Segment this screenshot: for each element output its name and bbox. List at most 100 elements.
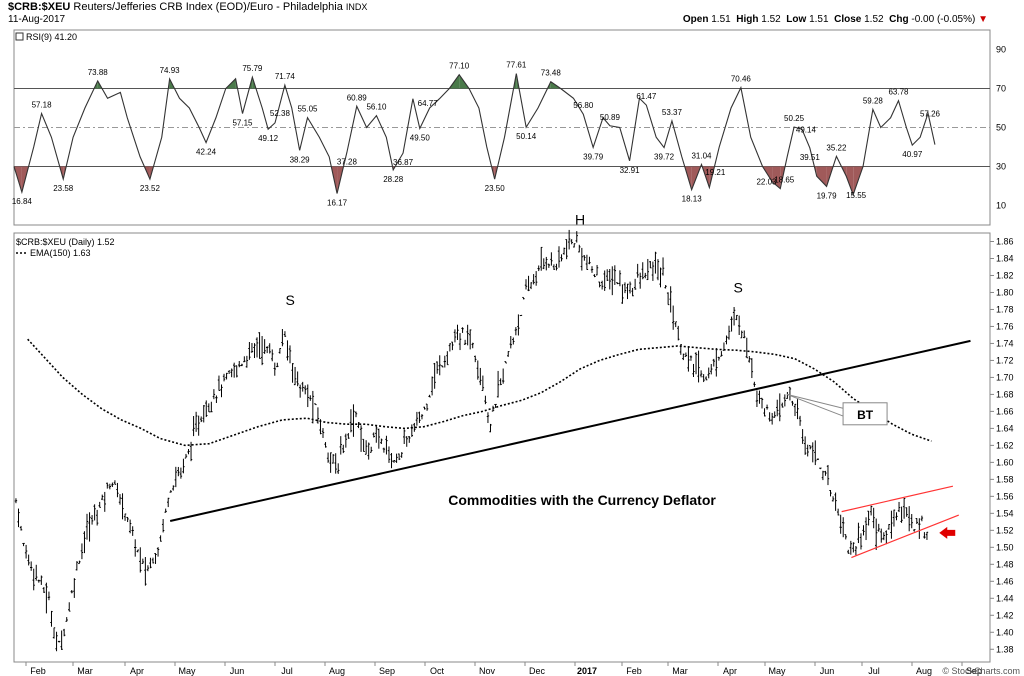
chg-down-icon: ▼ <box>978 14 988 25</box>
rsi-data-label: 49.50 <box>410 133 431 142</box>
rsi-data-label: 63.78 <box>888 88 909 97</box>
rsi-data-label: 59.28 <box>863 96 884 105</box>
rsi-data-label: 32.91 <box>620 166 641 175</box>
price-ytick-label: 1.54 <box>996 508 1014 518</box>
rsi-data-label: 74.93 <box>160 66 181 75</box>
xtick-label: Jun <box>820 666 835 676</box>
price-legend: $CRB:$XEU (Daily) 1.52 <box>16 237 115 247</box>
xtick-label: Nov <box>479 666 496 676</box>
xtick-label: Aug <box>329 666 345 676</box>
rsi-data-label: 39.51 <box>800 153 821 162</box>
rsi-data-label: 73.48 <box>541 69 562 78</box>
neckline-trendline <box>169 339 971 522</box>
price-ytick-label: 1.66 <box>996 406 1014 416</box>
xtick-label: Aug <box>916 666 932 676</box>
price-ytick-label: 1.60 <box>996 457 1014 467</box>
open-value: 1.51 <box>711 14 731 25</box>
xtick-label: May <box>768 666 786 676</box>
rsi-data-label: 49.14 <box>796 126 817 135</box>
price-ytick-label: 1.58 <box>996 474 1014 484</box>
rsi-data-label: 23.52 <box>140 184 161 193</box>
rsi-ytick-label: 30 <box>996 162 1006 172</box>
rsi-data-label: 64.77 <box>418 99 439 108</box>
chart-header-title: $CRB:$XEU Reuters/Jefferies CRB Index (E… <box>8 1 367 13</box>
exchange: INDX <box>345 2 368 12</box>
price-ytick-label: 1.78 <box>996 304 1014 314</box>
chart-annotation: H <box>575 212 585 228</box>
price-ytick-label: 1.82 <box>996 270 1014 280</box>
ohlc-bars <box>14 229 929 652</box>
xtick-label: Oct <box>430 666 445 676</box>
chart-annotation: Commodities with the Currency Deflator <box>448 492 716 508</box>
rsi-ytick-label: 70 <box>996 84 1006 94</box>
high-value: 1.52 <box>761 14 781 25</box>
title-text: Reuters/Jefferies CRB Index (EOD)/Euro -… <box>73 1 343 13</box>
xtick-label: Jul <box>281 666 293 676</box>
rsi-data-label: 19.79 <box>817 191 838 200</box>
rsi-data-label: 57.18 <box>32 100 53 109</box>
low-label: Low <box>786 14 807 25</box>
rsi-data-label: 36.87 <box>393 158 414 167</box>
xtick-label: Apr <box>723 666 737 676</box>
price-ytick-label: 1.52 <box>996 525 1014 535</box>
chart-annotation: S <box>286 292 295 308</box>
price-ytick-label: 1.68 <box>996 389 1014 399</box>
price-ytick-label: 1.38 <box>996 644 1014 654</box>
price-ytick-label: 1.48 <box>996 559 1014 569</box>
xtick-label: Apr <box>130 666 144 676</box>
close-value: 1.52 <box>864 14 884 25</box>
price-ytick-label: 1.74 <box>996 338 1014 348</box>
rsi-data-label: 53.37 <box>662 108 683 117</box>
low-value: 1.51 <box>809 14 829 25</box>
chg-value: -0.00 (-0.05%) <box>911 14 976 25</box>
rsi-legend: RSI(9) 41.20 <box>26 32 77 42</box>
rsi-data-label: 37.28 <box>337 157 358 166</box>
rsi-data-label: 39.72 <box>654 153 675 162</box>
rsi-ytick-label: 90 <box>996 45 1006 55</box>
open-label: Open <box>682 14 709 25</box>
xtick-label: Dec <box>529 666 546 676</box>
rsi-line <box>13 73 936 197</box>
chart-date: 11-Aug-2017 <box>8 14 66 25</box>
rsi-data-label: 77.10 <box>449 62 470 71</box>
price-ytick-label: 1.42 <box>996 610 1014 620</box>
rsi-data-label: 23.58 <box>53 184 74 193</box>
callout-pointer <box>786 393 846 418</box>
rsi-data-label: 77.61 <box>506 61 527 70</box>
rsi-data-label: 57.15 <box>232 119 253 128</box>
rsi-data-label: 31.04 <box>691 151 712 160</box>
rsi-data-label: 50.25 <box>784 114 805 123</box>
rsi-data-label: 38.29 <box>290 155 311 164</box>
price-ytick-label: 1.64 <box>996 423 1014 433</box>
rsi-data-label: 35.22 <box>826 143 847 152</box>
rsi-data-label: 39.79 <box>583 152 604 161</box>
xtick-label: Feb <box>30 666 46 676</box>
rsi-data-label: 18.13 <box>682 195 703 204</box>
xtick-label: 2017 <box>577 666 597 676</box>
xtick-label: Jun <box>230 666 245 676</box>
xtick-label: Mar <box>672 666 688 676</box>
xtick-label: Sep <box>966 666 982 676</box>
rsi-data-label: 60.89 <box>347 93 368 102</box>
chart-annotation: S <box>734 279 743 295</box>
rsi-data-label: 23.50 <box>485 184 506 193</box>
xtick-label: Mar <box>77 666 93 676</box>
rsi-data-label: 28.28 <box>383 175 404 184</box>
rsi-data-label: 56.10 <box>366 103 387 112</box>
channel-upper-line <box>841 485 954 513</box>
price-ytick-label: 1.70 <box>996 372 1014 382</box>
price-ytick-label: 1.46 <box>996 576 1014 586</box>
price-panel: 1.38 1.40 1.42 1.44 1.46 1.48 1.50 1.52 1.54 1.56… <box>13 212 1014 676</box>
rsi-data-label: 61.47 <box>636 92 657 101</box>
price-ytick-label: 1.56 <box>996 491 1014 501</box>
price-ytick-label: 1.80 <box>996 287 1014 297</box>
symbol: $CRB:$XEU <box>8 1 71 13</box>
red-arrow-icon <box>939 526 956 539</box>
xtick-label: Sep <box>379 666 395 676</box>
rsi-data-label: 55.05 <box>297 105 318 114</box>
rsi-extreme-fill <box>846 166 854 195</box>
rsi-panel: 10 30 50 70 90 16.84 57.18 23.58 73.88 23.52 74.93… <box>12 29 1006 226</box>
price-ytick-label: 1.62 <box>996 440 1014 450</box>
price-ytick-label: 1.72 <box>996 355 1014 365</box>
rsi-data-label: 52.38 <box>270 109 291 118</box>
